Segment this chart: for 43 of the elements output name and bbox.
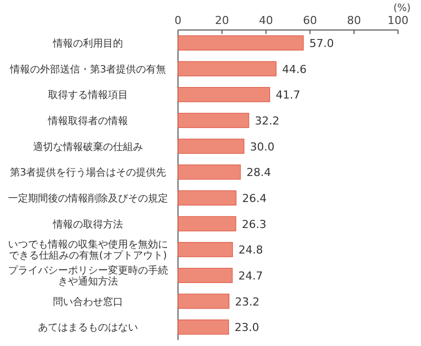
x-tick-label: 80 — [347, 14, 361, 27]
x-axis-title: (%) — [393, 3, 411, 14]
bar — [178, 35, 304, 50]
y-tick-label: 一定期間後の情報削除及びその規定 — [8, 192, 168, 204]
y-tick-label: あてはまるものはない — [38, 322, 138, 334]
x-tick-label: 40 — [259, 14, 273, 27]
data-label: 41.7 — [276, 88, 300, 102]
bar — [178, 242, 233, 258]
x-tick-label: 20 — [215, 14, 229, 27]
data-label: 32.2 — [254, 114, 280, 128]
y-tick-label: 適切な情報破棄の仕組み — [33, 140, 143, 153]
y-tick-label: いつでも情報の収集や使用を無効にできる仕組みの有無(オプトアウト) — [8, 238, 168, 262]
data-label: 26.4 — [242, 192, 267, 205]
y-tick-label: 情報の利用目的 — [52, 37, 123, 50]
y-tick-label: 情報の取得方法 — [52, 218, 123, 230]
y-tick-label: 第3者提供を行う場合はその提供先 — [10, 166, 166, 179]
x-tick-label: 100 — [388, 14, 408, 27]
bar — [178, 268, 233, 283]
x-tick-label: 0 — [174, 14, 182, 27]
y-tick-label: 取得する情報項目 — [48, 89, 128, 102]
data-label: 23.2 — [235, 295, 260, 308]
bar — [178, 112, 250, 128]
data-label: 44.6 — [282, 62, 307, 76]
bar — [178, 138, 244, 154]
y-tick-label: 情報の外部送信・第3者提供の有無 — [8, 63, 166, 76]
data-label: 57.0 — [309, 36, 334, 50]
y-tick-label: 問い合わせ窓口 — [53, 296, 123, 308]
data-label: 30.0 — [250, 140, 274, 154]
y-tick-label: 情報取得者の情報 — [47, 114, 128, 127]
bar — [178, 320, 229, 335]
data-label: 28.4 — [246, 166, 271, 180]
bar — [178, 61, 276, 76]
y-tick-label: プライバシーポリシー変更時の手続きや通知方法 — [8, 264, 168, 288]
bar — [178, 294, 230, 309]
x-tick-label: 60 — [303, 14, 317, 27]
data-label: 24.7 — [238, 269, 263, 282]
bar — [178, 216, 236, 232]
data-label: 23.0 — [234, 321, 260, 334]
data-label: 26.3 — [242, 218, 266, 231]
data-label: 24.8 — [238, 244, 264, 257]
bar — [178, 87, 270, 102]
bar — [178, 190, 236, 206]
bar — [178, 164, 241, 180]
